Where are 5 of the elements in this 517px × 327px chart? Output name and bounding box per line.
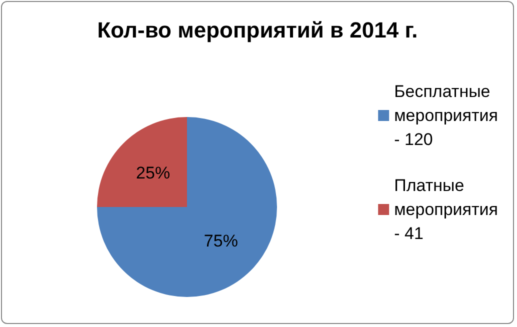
data-label: 25% — [136, 164, 170, 183]
chart-title: Кол-во мероприятий в 2014 г. — [97, 18, 418, 42]
legend-label: Бесплатные мероприятия - 120 — [394, 82, 498, 149]
legend-label: Платные мероприятия - 41 — [394, 176, 498, 243]
data-label: 75% — [204, 231, 238, 250]
